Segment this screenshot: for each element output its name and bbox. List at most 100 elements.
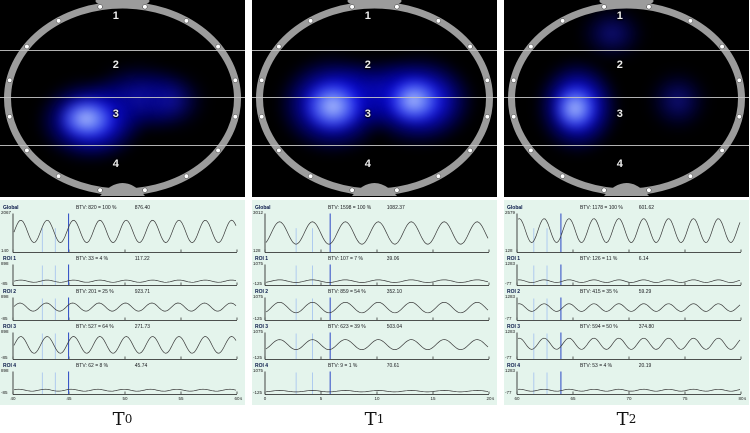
- region-divider: [504, 144, 749, 146]
- region-label: 1: [112, 9, 119, 22]
- waveform-chart: [264, 264, 490, 286]
- y-axis-max: 898: [1, 261, 9, 266]
- electrode-dot: [719, 44, 725, 50]
- btv-value: BTV: 53 = 4 %: [579, 363, 613, 369]
- y-axis-min: -77: [505, 315, 512, 321]
- aux-value: 1082.37: [386, 205, 405, 211]
- electrode-dot: [435, 173, 441, 179]
- ventilation-blob: [58, 98, 113, 138]
- btv-value: BTV: 623 = 39 %: [327, 324, 366, 330]
- electrode-dot: [349, 187, 355, 193]
- y-axis-max: 898: [1, 368, 9, 373]
- caption-base: T: [112, 408, 125, 430]
- y-axis-min: 128: [253, 247, 261, 253]
- y-axis-max: 1075: [253, 329, 264, 334]
- region-label: 2: [364, 59, 371, 72]
- waveform-chart: [12, 213, 238, 253]
- btv-value: BTV: 1178 = 100 %: [579, 205, 623, 211]
- region-label: 3: [364, 108, 371, 121]
- strip-label: ROI 1: [507, 256, 521, 262]
- electrode-dot: [232, 114, 238, 120]
- strip-header: ROI 3 BTV: 594 = 50 % 374.80: [504, 321, 749, 332]
- caption-sub: 0: [124, 412, 133, 426]
- region-label: 4: [112, 157, 119, 170]
- aux-value: 374.80: [638, 324, 655, 330]
- waveform-chart: [264, 213, 490, 253]
- electrode-dot: [183, 18, 189, 24]
- electrode-dot: [56, 18, 62, 24]
- waveform-chart: [12, 332, 238, 360]
- strip-plot: 898 -85: [0, 329, 245, 360]
- region-divider: [0, 50, 245, 52]
- caption-sub: 1: [376, 412, 385, 426]
- x-tick-label: 20: [486, 396, 492, 401]
- strip-plot: 898 -85: [0, 294, 245, 321]
- electrode-dot: [142, 187, 148, 193]
- strip-plot: 898 -85: [0, 368, 245, 395]
- region-label: 4: [364, 157, 371, 170]
- y-axis-max: 1283: [505, 294, 516, 299]
- strip-label: ROI 2: [255, 289, 269, 295]
- electrode-dot: [97, 4, 103, 10]
- electrode-dot: [259, 114, 265, 120]
- aux-value: 39.06: [386, 256, 400, 262]
- aux-value: 45.74: [134, 363, 148, 369]
- y-axis-min: -125: [253, 315, 263, 321]
- y-axis-max: 1283: [505, 368, 516, 373]
- x-axis-unit: s: [744, 396, 747, 401]
- strip-plot: 1283 -77: [504, 368, 749, 395]
- strip-header: ROI 2 BTV: 415 = 35 % 59.29: [504, 286, 749, 297]
- thorax-ring: [508, 0, 745, 196]
- y-axis-min: -125: [253, 280, 263, 286]
- waveform-chart: [516, 297, 742, 321]
- btv-value: BTV: 415 = 35 %: [579, 289, 618, 295]
- electrode-dot: [511, 77, 517, 83]
- electrode-dot: [7, 114, 13, 120]
- y-axis-max: 2067: [1, 210, 12, 215]
- x-tick-label: 80: [738, 396, 744, 401]
- waveform-strip: ROI 3 BTV: 623 = 39 % 503.04 1075 -125: [252, 321, 497, 360]
- strip-plot: 2067 140: [0, 210, 245, 253]
- electrode-dot: [467, 44, 473, 50]
- strip-label: ROI 4: [507, 363, 521, 369]
- waveform-panel: Global BTV: 1178 = 100 % 601.62 2579 128 ROI …: [504, 200, 749, 405]
- waveform-strip: ROI 1 BTV: 126 = 11 % 6.14 1283 -77: [504, 253, 749, 286]
- waveform-chart: [264, 332, 490, 360]
- electrode-dot: [24, 44, 30, 50]
- strip-header: ROI 4 BTV: 53 = 4 % 20.19: [504, 360, 749, 371]
- eit-panel: 1 2 3 4 Global BTV: 1598 = 100 % 1082.37 3012 12…: [252, 0, 497, 433]
- x-tick-label: 10: [374, 396, 380, 401]
- caption-base: T: [364, 408, 377, 430]
- btv-value: BTV: 107 = 7 %: [327, 256, 363, 262]
- region-label: 1: [616, 9, 623, 22]
- electrode-dot: [601, 4, 607, 10]
- tomography-view: 1 2 3 4: [252, 0, 497, 197]
- y-axis-max: 898: [1, 294, 9, 299]
- waveform-strip: Global BTV: 820 = 100 % 876.40 2067 140: [0, 202, 245, 253]
- y-axis-max: 1283: [505, 261, 516, 266]
- btv-value: BTV: 126 = 11 %: [579, 256, 618, 262]
- electrode-dot: [24, 147, 30, 153]
- strip-plot: 2579 128: [504, 210, 749, 253]
- waveform-chart: [264, 297, 490, 321]
- strip-label: ROI 3: [3, 324, 17, 330]
- y-axis-min: -85: [1, 280, 8, 286]
- strip-header: Global BTV: 820 = 100 % 876.40: [0, 202, 245, 213]
- ventilation-blob: [137, 70, 206, 130]
- electrode-dot: [646, 187, 652, 193]
- waveform-strip: ROI 2 BTV: 859 = 54 % 352.10 1075 -125: [252, 286, 497, 321]
- strip-label: ROI 1: [3, 256, 17, 262]
- strip-plot: 3012 128: [252, 210, 497, 253]
- strip-plot: 1283 -77: [504, 329, 749, 360]
- x-tick-label: 5: [319, 396, 323, 401]
- aux-value: 20.19: [638, 363, 652, 369]
- strip-label: ROI 3: [507, 324, 521, 330]
- electrode-dot: [232, 77, 238, 83]
- aux-value: 923.71: [134, 289, 151, 295]
- region-divider: [252, 50, 497, 52]
- x-axis-ticks: 0 5 10 15 20 s: [252, 395, 497, 404]
- electrode-dot: [435, 18, 441, 24]
- tomography-view: 1 2 3 4: [0, 0, 245, 197]
- waveform-chart: [12, 297, 238, 321]
